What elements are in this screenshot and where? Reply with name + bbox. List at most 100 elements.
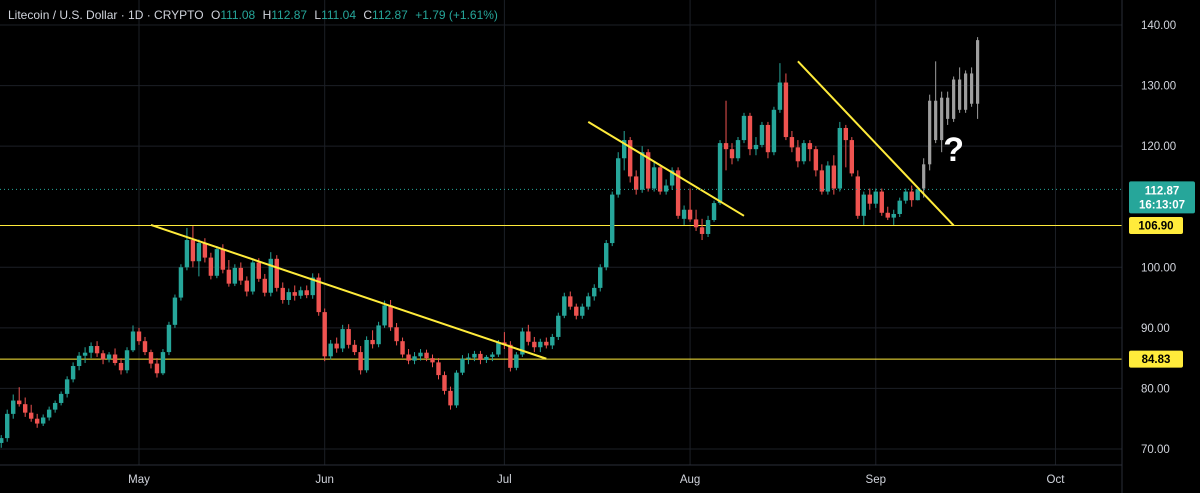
- candle-body: [436, 362, 441, 376]
- candle-body: [741, 115, 747, 141]
- candle-body: [382, 305, 387, 326]
- candle-body: [915, 189, 920, 201]
- x-axis[interactable]: May Jun Jul Aug Sep Oct: [0, 464, 1122, 486]
- candle-body: [550, 336, 555, 346]
- low-value: 111.04: [321, 8, 357, 22]
- candle-body: [388, 305, 393, 328]
- candle-body: [274, 258, 279, 288]
- candle-body: [849, 140, 855, 174]
- candle-body: [777, 82, 783, 110]
- candle-body: [202, 243, 208, 258]
- candle-body: [879, 191, 884, 213]
- candle-body: [70, 366, 76, 380]
- candle-body: [412, 356, 417, 361]
- candle-body: [232, 267, 238, 284]
- projection-body: [958, 79, 962, 110]
- candle-body: [118, 362, 124, 371]
- level-badge: [1129, 216, 1183, 234]
- candle-body: [831, 165, 837, 189]
- candle-body: [160, 352, 166, 374]
- candle-body: [657, 167, 663, 192]
- x-tick-label: Jun: [315, 474, 334, 486]
- candle-body: [867, 194, 872, 204]
- candle-body: [454, 372, 459, 406]
- candle-body: [484, 356, 489, 360]
- grid-lines: [0, 0, 1122, 465]
- candle-body: [250, 262, 256, 292]
- candle-body: [286, 292, 291, 300]
- projection-body: [928, 100, 932, 165]
- candle-body: [574, 306, 579, 316]
- candle-body: [340, 329, 345, 349]
- change-value: +1.79 (+1.61%): [415, 8, 498, 22]
- projection-body: [940, 97, 944, 141]
- y-axis[interactable]: 140.00 130.00 120.00 100.00 90.00 80.00 70.00: [1121, 0, 1176, 493]
- candle-body: [214, 249, 220, 276]
- trendline: [150, 223, 547, 360]
- trendline: [587, 121, 745, 217]
- candle-body: [675, 170, 681, 216]
- candle-body: [190, 240, 196, 262]
- projection-body: [964, 73, 968, 110]
- candle-body: [699, 227, 705, 234]
- candle-body: [17, 400, 22, 405]
- candle-body: [795, 147, 801, 162]
- candle-body: [34, 418, 40, 424]
- candle-body: [298, 290, 303, 296]
- candle-body: [148, 352, 154, 364]
- candle-body: [693, 219, 699, 228]
- x-tick-label: Oct: [1047, 474, 1066, 486]
- candle-body: [490, 354, 495, 357]
- candle-body: [592, 287, 597, 297]
- candle-body: [418, 352, 423, 357]
- candle-body: [687, 209, 693, 220]
- candle-body: [400, 341, 405, 355]
- candle-body: [532, 341, 537, 348]
- price-badges: 106.90 84.83 112.87 16:13:07: [1129, 181, 1195, 368]
- candle-body: [514, 354, 519, 368]
- y-tick-label: 140.00: [1141, 20, 1176, 32]
- x-tick-label: Aug: [680, 474, 700, 486]
- candle-body: [897, 200, 902, 214]
- candle-body: [328, 343, 333, 357]
- candle-body: [268, 258, 273, 293]
- low-label: L: [314, 8, 322, 22]
- candle-body: [604, 243, 609, 268]
- candle-body: [472, 353, 477, 358]
- candle-body: [46, 409, 52, 418]
- y-tick-label: 120.00: [1141, 141, 1176, 153]
- candle-body: [0, 438, 4, 443]
- open-label: O: [210, 8, 221, 22]
- candle-body: [460, 358, 465, 373]
- candle-body: [759, 124, 765, 145]
- candle-body: [508, 344, 513, 368]
- projection-body: [952, 79, 956, 119]
- candle-body: [124, 350, 130, 371]
- candle-body: [316, 277, 321, 313]
- x-tick-label: May: [128, 474, 150, 486]
- candle-body: [358, 352, 363, 371]
- candle-body: [5, 413, 10, 439]
- candle-body: [442, 375, 447, 391]
- candle-body: [723, 143, 729, 150]
- candle-body: [130, 331, 136, 351]
- candle-body: [172, 297, 178, 325]
- current-price-badge: [1129, 181, 1195, 214]
- candle-body: [813, 149, 819, 171]
- candle-body: [621, 140, 627, 159]
- candle-body: [825, 165, 831, 192]
- candle-body: [580, 306, 585, 316]
- candle-body: [639, 152, 645, 190]
- candle-body: [771, 109, 777, 153]
- candle-body: [729, 149, 735, 159]
- candle-body: [226, 269, 232, 284]
- candle-body: [58, 393, 64, 403]
- symbol-name[interactable]: Litecoin / U.S. Dollar · 1D · CRYPTO: [8, 8, 204, 22]
- candle-body: [753, 144, 759, 150]
- candle-body: [843, 127, 849, 141]
- candle-body: [544, 341, 549, 346]
- candle-body: [663, 185, 669, 192]
- countdown-label: 16:13:07: [1139, 199, 1185, 211]
